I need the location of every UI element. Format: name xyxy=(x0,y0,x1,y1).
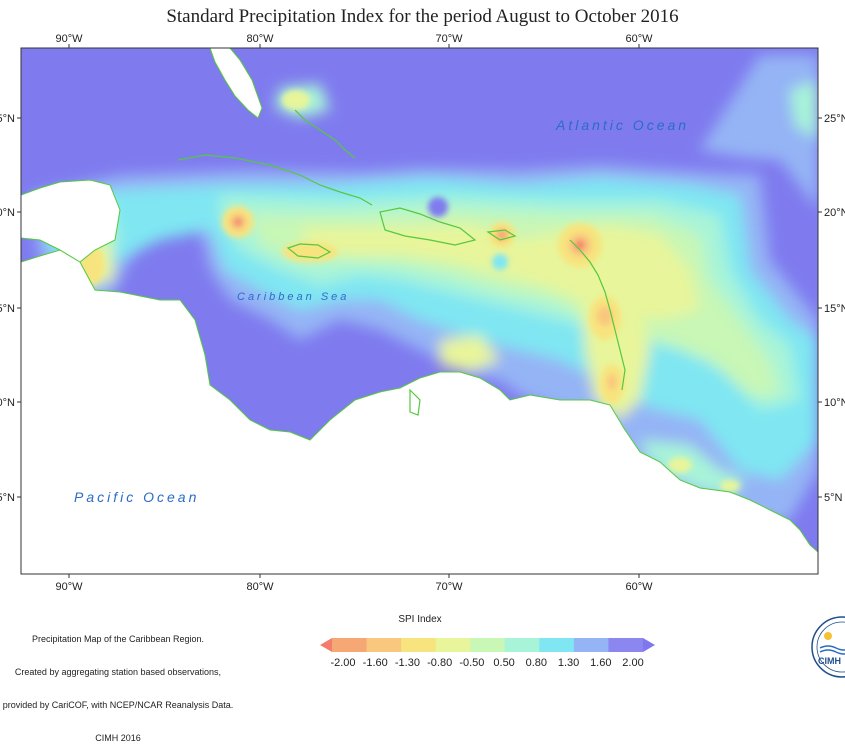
spi-field xyxy=(21,48,818,574)
credits-line: Precipitation Map of the Caribbean Regio… xyxy=(31,634,205,644)
legend-swatch xyxy=(573,638,609,652)
credits-line: CIMH 2016 xyxy=(95,733,141,743)
legend-colorbar xyxy=(320,638,655,652)
legend-swatch xyxy=(401,638,437,652)
logo-text: CIMH xyxy=(818,656,841,666)
lat-tick-left: 20°N xyxy=(0,207,15,219)
lon-tick-top: 90°W xyxy=(55,33,83,45)
lat-tick-left: 25°N xyxy=(0,113,15,125)
dry-hotspots xyxy=(80,90,740,492)
legend-label: 1.30 xyxy=(558,657,579,669)
legend-labels: -2.00 -1.60 -1.30 -0.80 -0.50 0.50 0.80 1.30 1.6… xyxy=(330,657,643,669)
atlantic-ocean-label: Atlantic Ocean xyxy=(555,117,689,133)
legend-swatch xyxy=(539,638,575,652)
lat-tick-right: 25°N xyxy=(824,113,845,125)
legend-label: 0.80 xyxy=(526,657,547,669)
legend-swatch xyxy=(608,638,644,652)
legend-title-text: SPI Index xyxy=(398,614,442,625)
lat-tick-left: 15°N xyxy=(0,303,15,315)
legend-swatch xyxy=(504,638,540,652)
lon-tick-bottom: 80°W xyxy=(246,581,274,593)
legend-label: -1.30 xyxy=(395,657,420,669)
legend-label: -0.50 xyxy=(459,657,484,669)
legend-high-arrow xyxy=(643,638,655,652)
lat-tick-right: 20°N xyxy=(824,207,845,219)
spi-map: 90°W 80°W 70°W 60°W 90°W 80°W 70°W 60°W … xyxy=(0,33,845,669)
lat-tick-left: 10°N xyxy=(0,397,15,409)
credits-line: provided by CariCOF, with NCEP/NCAR Rean… xyxy=(2,700,234,710)
legend-swatch xyxy=(470,638,506,652)
lon-tick-top: 60°W xyxy=(625,33,653,45)
lat-tick-left: 5°N xyxy=(0,492,15,504)
lat-labels-left: 25°N 20°N 15°N 10°N 5°N xyxy=(0,113,15,504)
lon-tick-bottom: 90°W xyxy=(55,581,83,593)
sun-icon xyxy=(824,632,832,640)
spi-legend: -2.00 -1.60 -1.30 -0.80 -0.50 0.50 0.80 1.30 1.6… xyxy=(320,638,655,669)
legend-swatch xyxy=(366,638,402,652)
lon-tick-bottom: 70°W xyxy=(435,581,463,593)
lat-tick-right: 5°N xyxy=(824,492,843,504)
legend-label: 0.50 xyxy=(493,657,514,669)
legend-low-arrow xyxy=(320,638,332,652)
tick-marks xyxy=(17,44,822,578)
lat-tick-right: 10°N xyxy=(824,397,845,409)
lon-labels-top: 90°W 80°W 70°W 60°W xyxy=(55,33,653,45)
legend-label: -0.80 xyxy=(427,657,452,669)
legend-swatch xyxy=(332,638,368,652)
legend-label: 2.00 xyxy=(622,657,643,669)
lon-tick-bottom: 60°W xyxy=(625,581,653,593)
lat-labels-right: 25°N 20°N 15°N 10°N 5°N xyxy=(824,113,845,504)
lat-tick-right: 15°N xyxy=(824,303,845,315)
legend-label: 1.60 xyxy=(590,657,611,669)
legend-label: -2.00 xyxy=(330,657,355,669)
pacific-ocean-label: Pacific Ocean xyxy=(74,489,199,505)
cimh-logo: CIMH xyxy=(811,616,845,678)
legend-swatch xyxy=(435,638,471,652)
map-frame xyxy=(20,47,819,575)
caribbean-sea-label: Caribbean Sea xyxy=(237,291,349,303)
map-title: Standard Precipitation Index for the per… xyxy=(166,6,679,27)
islands xyxy=(177,109,626,416)
lon-tick-top: 80°W xyxy=(246,33,274,45)
lon-tick-top: 70°W xyxy=(435,33,463,45)
lon-labels-bottom: 90°W 80°W 70°W 60°W xyxy=(55,581,653,593)
mainland xyxy=(21,48,818,574)
credits-line: Created by aggregating station based obs… xyxy=(14,667,222,677)
legend-label: -1.60 xyxy=(363,657,388,669)
